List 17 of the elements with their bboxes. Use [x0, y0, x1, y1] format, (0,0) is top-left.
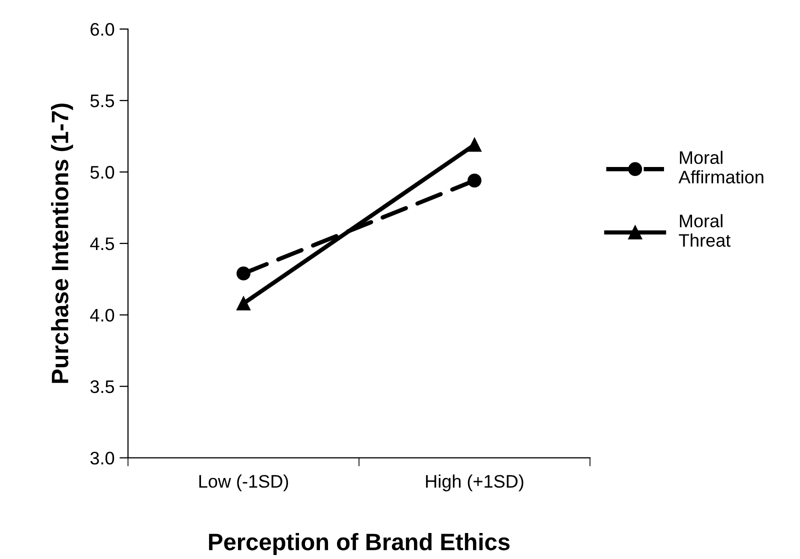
legend-label: Moral Affirmation	[678, 150, 764, 184]
y-tick-label: 3.0	[90, 452, 114, 465]
point	[236, 266, 250, 280]
y-tick-label: 4.0	[90, 308, 114, 322]
point	[468, 174, 482, 188]
y-tick-label: 6.0	[90, 23, 114, 36]
y-tick-label: 5.5	[90, 94, 114, 108]
y-tick-label: 4.5	[90, 238, 114, 250]
x-axis-title: Perception of Brand Ethics	[209, 532, 510, 555]
legend-label: Moral Threat	[678, 214, 731, 247]
y-axis-title: Purchase Intentions (1-7)	[51, 104, 74, 383]
point	[468, 138, 482, 152]
y-tick-label: 3.5	[90, 380, 114, 394]
x-tick-label: High (+1SD)	[426, 474, 524, 492]
y-tick-label: 5.0	[90, 166, 114, 179]
x-tick-label: Low (-1SD)	[199, 474, 288, 492]
point	[236, 296, 250, 310]
